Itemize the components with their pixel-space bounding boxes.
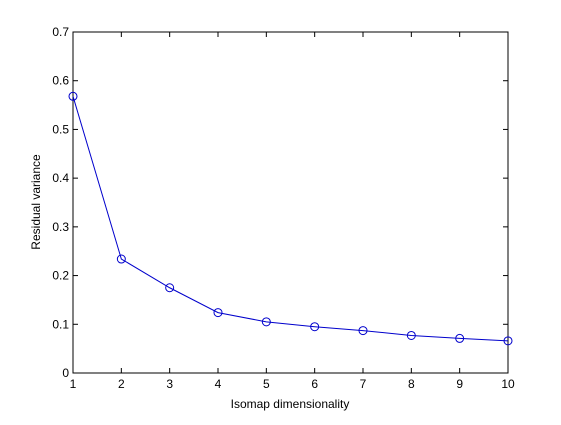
x-tick-label: 5 [263, 377, 270, 391]
x-tick-label: 8 [408, 377, 415, 391]
data-point-marker [261, 317, 271, 327]
x-tick-label: 4 [215, 377, 222, 391]
data-point-marker [165, 283, 175, 293]
x-tick-label: 2 [118, 377, 125, 391]
data-point-marker [310, 322, 320, 332]
data-point-marker [358, 326, 368, 336]
x-tick-label: 10 [501, 377, 515, 391]
y-tick-label: 0.5 [52, 122, 69, 136]
x-axis-ticks: 1 2 3 4 5 6 7 8 9 10 [70, 32, 515, 391]
data-point-marker [213, 308, 223, 318]
y-tick-label: 0.6 [52, 74, 69, 88]
series-line [72, 96, 509, 342]
y-tick-label: 0.2 [52, 269, 69, 283]
data-point-marker [455, 333, 465, 343]
data-point-marker [503, 336, 513, 346]
x-tick-label: 6 [311, 377, 318, 391]
x-tick-label: 1 [70, 377, 77, 391]
x-tick-label: 7 [360, 377, 367, 391]
x-tick-label: 9 [456, 377, 463, 391]
series-layer [68, 91, 513, 346]
data-point-marker [116, 254, 126, 264]
data-point-marker [68, 91, 78, 101]
y-tick-label: 0.4 [52, 171, 69, 185]
y-tick-label: 0.7 [52, 25, 69, 39]
x-tick-label: 3 [166, 377, 173, 391]
y-tick-label: 0.3 [52, 220, 69, 234]
plot-area-frame [72, 31, 509, 374]
y-axis-ticks: 0 0.1 0.2 0.3 0.4 0.5 0.6 0.7 [52, 25, 508, 380]
y-axis-label: Residual variance [29, 154, 43, 250]
y-tick-label: 0 [62, 366, 69, 380]
data-point-marker [406, 330, 416, 340]
y-tick-label: 0.1 [52, 317, 69, 331]
x-axis-label: Isomap dimensionality [231, 397, 350, 411]
